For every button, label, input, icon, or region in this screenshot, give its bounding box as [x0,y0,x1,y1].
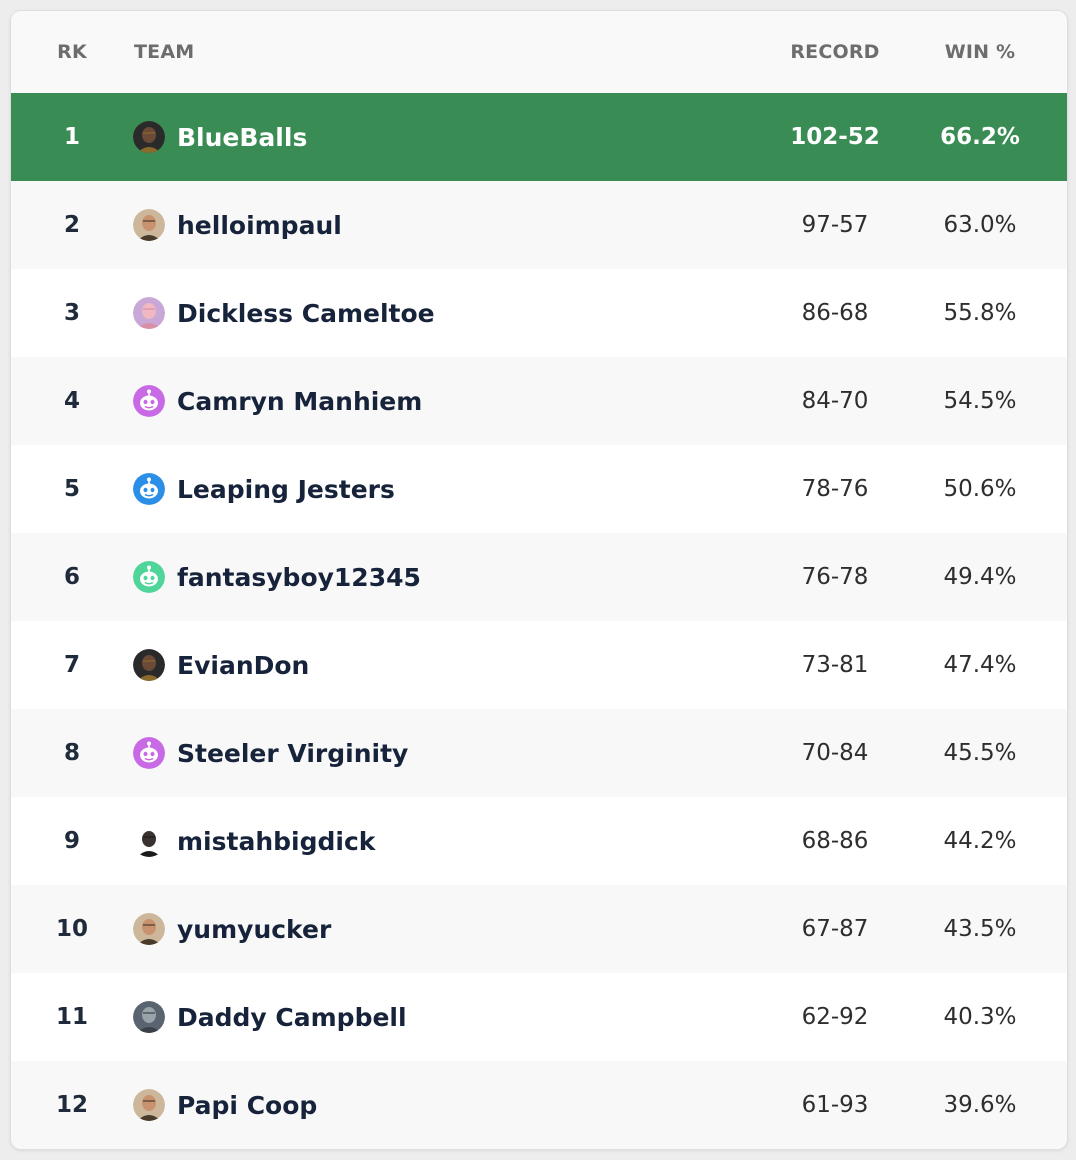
rank-cell: 7 [63,652,80,678]
table-row[interactable]: 3 Dickless Cameltoe 86-68 55.8% [11,269,1067,357]
record-cell: 97-57 [801,212,869,238]
team-avatar[interactable] [133,473,165,505]
team-cell[interactable]: yumyucker [133,913,331,945]
team-avatar[interactable] [133,1001,165,1033]
table-row[interactable]: 9 mistahbigdick 68-86 44.2% [11,797,1067,885]
table-row[interactable]: 5 Leaping Jesters 78-76 50.6% [11,445,1067,533]
standings-table: RK TEAM RECORD WIN % 1 BlueBalls 102-52 … [11,11,1067,1149]
team-name[interactable]: BlueBalls [177,122,308,152]
team-name[interactable]: mistahbigdick [177,826,376,856]
win-pct-cell: 54.5% [943,388,1017,414]
record-cell: 61-93 [801,1092,869,1118]
team-avatar[interactable] [133,1089,165,1121]
table-row[interactable]: 10 yumyucker 67-87 43.5% [11,885,1067,973]
team-name[interactable]: fantasyboy12345 [177,562,421,592]
team-cell[interactable]: fantasyboy12345 [133,561,421,593]
team-cell[interactable]: EvianDon [133,649,309,681]
team-avatar[interactable] [133,737,165,769]
header-record[interactable]: RECORD [790,41,880,63]
rank-cell: 2 [63,212,80,238]
record-cell: 76-78 [801,564,869,590]
team-name[interactable]: Camryn Manhiem [177,386,423,416]
team-name[interactable]: EvianDon [177,650,310,680]
win-pct-cell: 50.6% [943,476,1017,502]
team-name[interactable]: Dickless Cameltoe [177,298,435,328]
rank-cell: 12 [55,1092,88,1118]
team-cell[interactable]: Dickless Cameltoe [133,297,435,329]
team-cell[interactable]: BlueBalls [133,121,307,153]
rank-cell: 4 [63,388,80,414]
win-pct-cell: 44.2% [943,828,1017,854]
rank-cell: 6 [63,564,80,590]
team-avatar[interactable] [133,561,165,593]
table-row[interactable]: 11 Daddy Campbell 62-92 40.3% [11,973,1067,1061]
win-pct-cell: 49.4% [943,564,1017,590]
table-row[interactable]: 6 fantasyboy12345 76-78 49.4% [11,533,1067,621]
win-pct-cell: 66.2% [940,124,1020,150]
team-name[interactable]: Papi Coop [177,1090,318,1120]
table-row[interactable]: 7 EvianDon 73-81 47.4% [11,621,1067,709]
record-cell: 68-86 [801,828,869,854]
table-row[interactable]: 2 helloimpaul 97-57 63.0% [11,181,1067,269]
record-cell: 84-70 [801,388,869,414]
win-pct-cell: 39.6% [943,1092,1017,1118]
team-cell[interactable]: helloimpaul [133,209,342,241]
team-avatar[interactable] [133,209,165,241]
record-cell: 73-81 [801,652,869,678]
header-win-pct[interactable]: WIN % [944,41,1016,63]
table-row[interactable]: 8 Steeler Virginity 70-84 45.5% [11,709,1067,797]
team-avatar[interactable] [133,121,165,153]
table-body: 1 BlueBalls 102-52 66.2% 2 helloimpaul 9… [11,93,1067,1149]
team-name[interactable]: Steeler Virginity [177,738,409,768]
win-pct-cell: 47.4% [943,652,1017,678]
rank-cell: 5 [63,476,80,502]
record-cell: 62-92 [801,1004,869,1030]
rank-cell: 9 [63,828,80,854]
table-row[interactable]: 12 Papi Coop 61-93 39.6% [11,1061,1067,1149]
team-avatar[interactable] [133,913,165,945]
rank-cell: 11 [55,1004,88,1030]
rank-cell: 10 [55,916,88,942]
record-cell: 78-76 [801,476,869,502]
win-pct-cell: 55.8% [943,300,1017,326]
team-name[interactable]: Daddy Campbell [177,1002,407,1032]
win-pct-cell: 45.5% [943,740,1017,766]
team-avatar[interactable] [133,825,165,857]
header-rank[interactable]: RK [57,41,87,63]
table-row[interactable]: 4 Camryn Manhiem 84-70 54.5% [11,357,1067,445]
team-name[interactable]: Leaping Jesters [177,474,395,504]
team-cell[interactable]: Camryn Manhiem [133,385,422,417]
team-name[interactable]: yumyucker [177,914,332,944]
record-cell: 67-87 [801,916,869,942]
team-avatar[interactable] [133,385,165,417]
rank-cell: 3 [63,300,80,326]
table-row[interactable]: 1 BlueBalls 102-52 66.2% [11,93,1067,181]
record-cell: 70-84 [801,740,869,766]
team-avatar[interactable] [133,297,165,329]
win-pct-cell: 40.3% [943,1004,1017,1030]
record-cell: 102-52 [790,124,880,150]
win-pct-cell: 63.0% [943,212,1017,238]
team-cell[interactable]: mistahbigdick [133,825,375,857]
team-cell[interactable]: Steeler Virginity [133,737,408,769]
header-team[interactable]: TEAM [134,41,195,63]
team-name[interactable]: helloimpaul [177,210,342,240]
record-cell: 86-68 [801,300,869,326]
team-avatar[interactable] [133,649,165,681]
team-cell[interactable]: Leaping Jesters [133,473,395,505]
team-cell[interactable]: Daddy Campbell [133,1001,407,1033]
rank-cell: 8 [63,740,80,766]
rank-cell: 1 [63,124,80,150]
win-pct-cell: 43.5% [943,916,1017,942]
table-header: RK TEAM RECORD WIN % [11,11,1067,93]
team-cell[interactable]: Papi Coop [133,1089,317,1121]
